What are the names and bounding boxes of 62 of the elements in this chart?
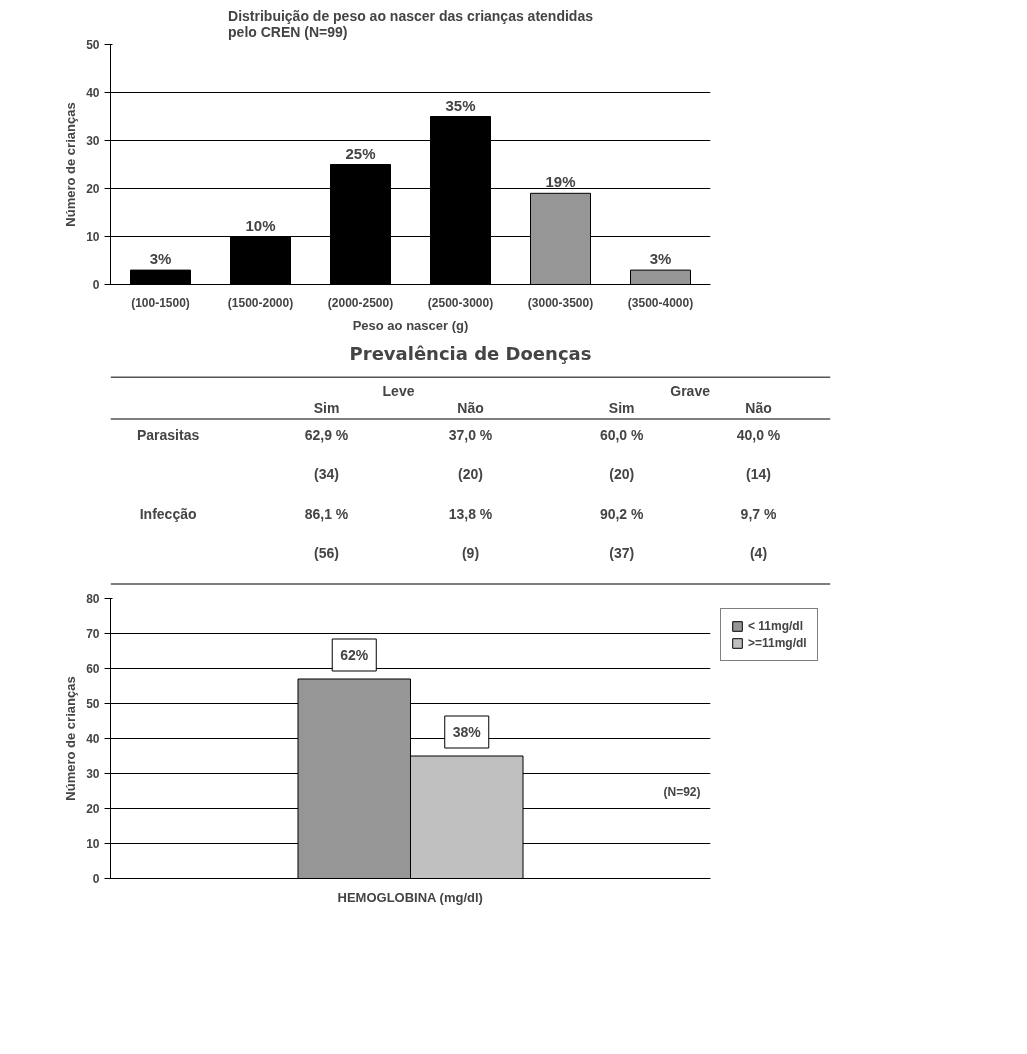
data-label: 10%	[245, 216, 276, 234]
y-axis-title: Número de crianças	[63, 676, 79, 801]
y-tick-label: 50	[86, 38, 100, 52]
text: (20)	[458, 466, 483, 483]
chart-title: Distribuição de peso ao nascer das crianças atendidas pelo CREN (N=99)	[228, 7, 594, 40]
x-tick-label: (1500-2000)	[227, 295, 294, 310]
x-tick-label: (3000-3500)	[527, 295, 594, 310]
y-tick-label: 20	[86, 802, 100, 816]
annotation: 62%	[340, 647, 369, 663]
y-tick-label: 40	[86, 732, 100, 746]
text: 86,1 %	[304, 505, 349, 522]
annotation: (N=92)	[663, 784, 701, 799]
text: 90,2 %	[599, 505, 645, 522]
y-tick-label: 20	[86, 182, 100, 196]
annotation: 38%	[452, 724, 482, 740]
y-tick-label: 40	[86, 86, 100, 100]
text: 62,9 %	[304, 426, 349, 443]
data-label: 25%	[345, 144, 376, 162]
y-tick-label: 50	[86, 697, 100, 711]
y-tick-label: 10	[86, 837, 100, 851]
x-axis-title: Peso ao nascer (g)	[352, 317, 469, 333]
y-tick-label: 70	[86, 627, 100, 641]
text: 9,7 %	[740, 505, 777, 522]
x-tick-label: (2500-3000)	[427, 295, 494, 310]
x-axis-title: HEMOGLOBINA (mg/dl)	[337, 889, 483, 905]
text: (20)	[609, 466, 635, 483]
text: (4)	[749, 545, 768, 562]
legend-label: < 11mg/dl	[748, 619, 804, 633]
y-axis-title: Número de crianças	[63, 102, 79, 227]
text: (34)	[314, 466, 339, 483]
y-tick-label: 0	[92, 278, 100, 292]
data-label: 3%	[149, 250, 172, 268]
text: (37)	[609, 545, 635, 562]
y-tick-label: 30	[86, 767, 100, 781]
x-tick-label: (3500-4000)	[627, 295, 694, 310]
text: Prevalência de Doenças	[349, 342, 592, 364]
text: Sim	[313, 400, 340, 417]
text: Não	[745, 400, 772, 417]
y-tick-label: 60	[86, 662, 100, 676]
text: Infecção	[139, 505, 197, 522]
text: Não	[457, 400, 484, 417]
text: Leve	[382, 382, 415, 399]
text: 37,0 %	[448, 426, 493, 443]
data-label: 3%	[649, 250, 672, 268]
text: 13,8 %	[448, 505, 493, 522]
data-label: 35%	[445, 96, 476, 114]
y-tick-label: 10	[86, 230, 100, 244]
x-tick-label: (100-1500)	[131, 295, 190, 310]
text: Parasitas	[136, 426, 200, 443]
data-label: 19%	[545, 173, 576, 191]
text: 60,0 %	[599, 426, 645, 443]
y-tick-label: 80	[86, 592, 100, 606]
text: 40,0 %	[736, 426, 781, 443]
text: (56)	[314, 545, 339, 562]
text: (14)	[746, 466, 771, 483]
text: Grave	[670, 382, 711, 399]
text: (9)	[461, 545, 480, 562]
legend-label: >=11mg/dl	[748, 636, 807, 650]
text: Sim	[608, 400, 635, 417]
y-tick-label: 30	[86, 134, 100, 148]
x-tick-label: (2000-2500)	[327, 295, 394, 310]
y-tick-label: 0	[92, 872, 100, 886]
